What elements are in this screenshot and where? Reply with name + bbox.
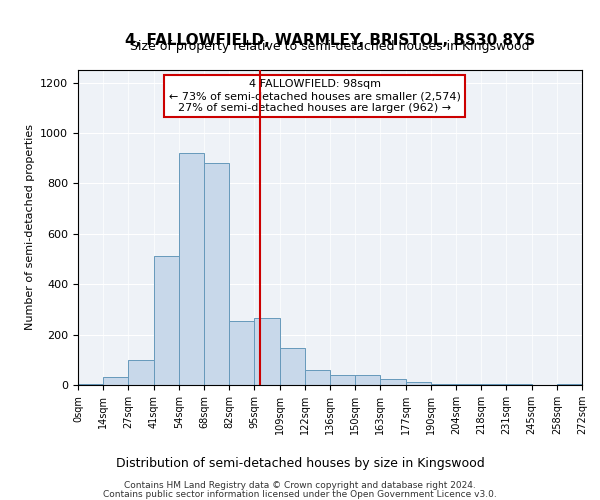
Bar: [330, 375, 355, 385]
Text: Contains HM Land Registry data © Crown copyright and database right 2024.: Contains HM Land Registry data © Crown c…: [124, 481, 476, 490]
Bar: [305, 370, 330, 385]
Bar: [481, 384, 506, 385]
Bar: [280, 348, 305, 385]
Text: Size of property relative to semi-detached houses in Kingswood: Size of property relative to semi-detach…: [130, 40, 530, 52]
Bar: [380, 378, 406, 385]
Y-axis label: Number of semi-detached properties: Number of semi-detached properties: [25, 124, 35, 330]
Bar: [456, 384, 481, 385]
Bar: [254, 318, 280, 385]
Bar: [406, 382, 431, 385]
Text: Distribution of semi-detached houses by size in Kingswood: Distribution of semi-detached houses by …: [116, 458, 484, 470]
Text: Contains public sector information licensed under the Open Government Licence v3: Contains public sector information licen…: [103, 490, 497, 499]
Bar: [128, 360, 154, 385]
Bar: [204, 163, 229, 385]
Bar: [154, 256, 179, 385]
Bar: [103, 378, 128, 385]
Bar: [431, 384, 456, 385]
Bar: [355, 375, 380, 385]
Bar: [229, 320, 254, 385]
Bar: [78, 384, 103, 385]
Bar: [179, 153, 204, 385]
Text: 4 FALLOWFIELD: 98sqm
← 73% of semi-detached houses are smaller (2,574)
27% of se: 4 FALLOWFIELD: 98sqm ← 73% of semi-detac…: [169, 80, 461, 112]
Bar: [557, 384, 582, 385]
Title: 4, FALLOWFIELD, WARMLEY, BRISTOL, BS30 8YS: 4, FALLOWFIELD, WARMLEY, BRISTOL, BS30 8…: [125, 33, 535, 48]
Bar: [506, 384, 532, 385]
